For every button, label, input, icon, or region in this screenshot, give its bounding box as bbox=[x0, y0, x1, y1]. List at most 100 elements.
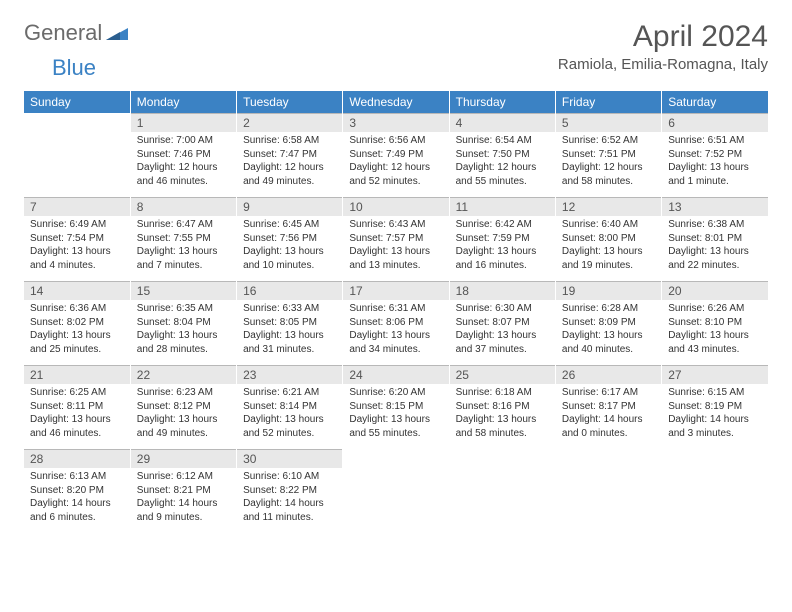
day-details: Sunrise: 6:13 AMSunset: 8:20 PMDaylight:… bbox=[24, 468, 130, 528]
day-cell: 24Sunrise: 6:20 AMSunset: 8:15 PMDayligh… bbox=[343, 365, 449, 449]
day-details: Sunrise: 6:23 AMSunset: 8:12 PMDaylight:… bbox=[131, 384, 236, 444]
empty-cell bbox=[343, 449, 449, 533]
day-details: Sunrise: 6:33 AMSunset: 8:05 PMDaylight:… bbox=[237, 300, 342, 360]
day-details: Sunrise: 6:15 AMSunset: 8:19 PMDaylight:… bbox=[662, 384, 768, 444]
day-cell: 13Sunrise: 6:38 AMSunset: 8:01 PMDayligh… bbox=[662, 197, 768, 281]
day-cell: 30Sunrise: 6:10 AMSunset: 8:22 PMDayligh… bbox=[237, 449, 343, 533]
day-number: 6 bbox=[662, 113, 768, 132]
day-details: Sunrise: 6:58 AMSunset: 7:47 PMDaylight:… bbox=[237, 132, 342, 192]
day-number: 26 bbox=[556, 365, 661, 384]
day-cell: 2Sunrise: 6:58 AMSunset: 7:47 PMDaylight… bbox=[237, 113, 343, 197]
day-number: 30 bbox=[237, 449, 342, 468]
day-details: Sunrise: 6:43 AMSunset: 7:57 PMDaylight:… bbox=[343, 216, 448, 276]
location-text: Ramiola, Emilia-Romagna, Italy bbox=[558, 56, 768, 73]
day-number: 8 bbox=[131, 197, 236, 216]
day-cell: 8Sunrise: 6:47 AMSunset: 7:55 PMDaylight… bbox=[130, 197, 236, 281]
day-number: 17 bbox=[343, 281, 448, 300]
day-number: 12 bbox=[556, 197, 661, 216]
day-number: 5 bbox=[556, 113, 661, 132]
day-cell: 15Sunrise: 6:35 AMSunset: 8:04 PMDayligh… bbox=[130, 281, 236, 365]
day-details: Sunrise: 6:51 AMSunset: 7:52 PMDaylight:… bbox=[662, 132, 768, 192]
weekday-header: Friday bbox=[555, 91, 661, 113]
calendar-row: 28Sunrise: 6:13 AMSunset: 8:20 PMDayligh… bbox=[24, 449, 768, 533]
day-cell: 22Sunrise: 6:23 AMSunset: 8:12 PMDayligh… bbox=[130, 365, 236, 449]
day-details: Sunrise: 6:20 AMSunset: 8:15 PMDaylight:… bbox=[343, 384, 448, 444]
calendar-row: 7Sunrise: 6:49 AMSunset: 7:54 PMDaylight… bbox=[24, 197, 768, 281]
logo: General bbox=[24, 20, 128, 46]
day-number: 2 bbox=[237, 113, 342, 132]
weekday-header: Monday bbox=[130, 91, 236, 113]
day-number: 20 bbox=[662, 281, 768, 300]
day-number: 28 bbox=[24, 449, 130, 468]
day-cell: 19Sunrise: 6:28 AMSunset: 8:09 PMDayligh… bbox=[555, 281, 661, 365]
day-details: Sunrise: 6:31 AMSunset: 8:06 PMDaylight:… bbox=[343, 300, 448, 360]
day-cell: 3Sunrise: 6:56 AMSunset: 7:49 PMDaylight… bbox=[343, 113, 449, 197]
day-cell: 27Sunrise: 6:15 AMSunset: 8:19 PMDayligh… bbox=[662, 365, 768, 449]
day-number: 4 bbox=[450, 113, 555, 132]
day-cell: 12Sunrise: 6:40 AMSunset: 8:00 PMDayligh… bbox=[555, 197, 661, 281]
weekday-header: Wednesday bbox=[343, 91, 449, 113]
day-details: Sunrise: 6:56 AMSunset: 7:49 PMDaylight:… bbox=[343, 132, 448, 192]
day-number: 21 bbox=[24, 365, 130, 384]
day-number: 29 bbox=[131, 449, 236, 468]
day-number: 3 bbox=[343, 113, 448, 132]
empty-cell bbox=[662, 449, 768, 533]
weekday-header-row: Sunday Monday Tuesday Wednesday Thursday… bbox=[24, 91, 768, 113]
month-title: April 2024 bbox=[558, 20, 768, 54]
day-cell: 16Sunrise: 6:33 AMSunset: 8:05 PMDayligh… bbox=[237, 281, 343, 365]
weekday-header: Saturday bbox=[662, 91, 768, 113]
day-number: 27 bbox=[662, 365, 768, 384]
day-number: 23 bbox=[237, 365, 342, 384]
day-cell: 10Sunrise: 6:43 AMSunset: 7:57 PMDayligh… bbox=[343, 197, 449, 281]
calendar-grid: Sunday Monday Tuesday Wednesday Thursday… bbox=[24, 91, 768, 533]
day-cell: 25Sunrise: 6:18 AMSunset: 8:16 PMDayligh… bbox=[449, 365, 555, 449]
day-details: Sunrise: 6:36 AMSunset: 8:02 PMDaylight:… bbox=[24, 300, 130, 360]
empty-cell bbox=[449, 449, 555, 533]
day-details: Sunrise: 6:54 AMSunset: 7:50 PMDaylight:… bbox=[450, 132, 555, 192]
day-cell: 28Sunrise: 6:13 AMSunset: 8:20 PMDayligh… bbox=[24, 449, 130, 533]
day-cell: 17Sunrise: 6:31 AMSunset: 8:06 PMDayligh… bbox=[343, 281, 449, 365]
day-details: Sunrise: 6:52 AMSunset: 7:51 PMDaylight:… bbox=[556, 132, 661, 192]
day-cell: 21Sunrise: 6:25 AMSunset: 8:11 PMDayligh… bbox=[24, 365, 130, 449]
day-number: 24 bbox=[343, 365, 448, 384]
day-details: Sunrise: 6:47 AMSunset: 7:55 PMDaylight:… bbox=[131, 216, 236, 276]
day-details: Sunrise: 6:18 AMSunset: 8:16 PMDaylight:… bbox=[450, 384, 555, 444]
day-details: Sunrise: 6:17 AMSunset: 8:17 PMDaylight:… bbox=[556, 384, 661, 444]
empty-cell bbox=[24, 113, 130, 197]
day-cell: 9Sunrise: 6:45 AMSunset: 7:56 PMDaylight… bbox=[237, 197, 343, 281]
calendar-row: 14Sunrise: 6:36 AMSunset: 8:02 PMDayligh… bbox=[24, 281, 768, 365]
title-block: April 2024 Ramiola, Emilia-Romagna, Ital… bbox=[558, 20, 768, 73]
day-cell: 11Sunrise: 6:42 AMSunset: 7:59 PMDayligh… bbox=[449, 197, 555, 281]
day-details: Sunrise: 6:30 AMSunset: 8:07 PMDaylight:… bbox=[450, 300, 555, 360]
day-cell: 5Sunrise: 6:52 AMSunset: 7:51 PMDaylight… bbox=[555, 113, 661, 197]
day-number: 1 bbox=[131, 113, 236, 132]
day-cell: 6Sunrise: 6:51 AMSunset: 7:52 PMDaylight… bbox=[662, 113, 768, 197]
day-details: Sunrise: 6:12 AMSunset: 8:21 PMDaylight:… bbox=[131, 468, 236, 528]
weekday-header: Thursday bbox=[449, 91, 555, 113]
day-number: 18 bbox=[450, 281, 555, 300]
calendar-row: 21Sunrise: 6:25 AMSunset: 8:11 PMDayligh… bbox=[24, 365, 768, 449]
day-cell: 4Sunrise: 6:54 AMSunset: 7:50 PMDaylight… bbox=[449, 113, 555, 197]
day-number: 22 bbox=[131, 365, 236, 384]
day-number: 9 bbox=[237, 197, 342, 216]
day-details: Sunrise: 6:26 AMSunset: 8:10 PMDaylight:… bbox=[662, 300, 768, 360]
day-details: Sunrise: 6:35 AMSunset: 8:04 PMDaylight:… bbox=[131, 300, 236, 360]
day-details: Sunrise: 6:38 AMSunset: 8:01 PMDaylight:… bbox=[662, 216, 768, 276]
day-number: 11 bbox=[450, 197, 555, 216]
logo-text-1: General bbox=[24, 20, 102, 46]
day-cell: 18Sunrise: 6:30 AMSunset: 8:07 PMDayligh… bbox=[449, 281, 555, 365]
calendar-row: 1Sunrise: 7:00 AMSunset: 7:46 PMDaylight… bbox=[24, 113, 768, 197]
day-number: 25 bbox=[450, 365, 555, 384]
day-cell: 29Sunrise: 6:12 AMSunset: 8:21 PMDayligh… bbox=[130, 449, 236, 533]
calendar-body: 1Sunrise: 7:00 AMSunset: 7:46 PMDaylight… bbox=[24, 113, 768, 533]
day-cell: 26Sunrise: 6:17 AMSunset: 8:17 PMDayligh… bbox=[555, 365, 661, 449]
weekday-header: Tuesday bbox=[237, 91, 343, 113]
empty-cell bbox=[555, 449, 661, 533]
day-cell: 7Sunrise: 6:49 AMSunset: 7:54 PMDaylight… bbox=[24, 197, 130, 281]
day-details: Sunrise: 6:25 AMSunset: 8:11 PMDaylight:… bbox=[24, 384, 130, 444]
day-number: 7 bbox=[24, 197, 130, 216]
day-number: 16 bbox=[237, 281, 342, 300]
day-details: Sunrise: 6:45 AMSunset: 7:56 PMDaylight:… bbox=[237, 216, 342, 276]
day-details: Sunrise: 6:49 AMSunset: 7:54 PMDaylight:… bbox=[24, 216, 130, 276]
day-details: Sunrise: 6:40 AMSunset: 8:00 PMDaylight:… bbox=[556, 216, 661, 276]
